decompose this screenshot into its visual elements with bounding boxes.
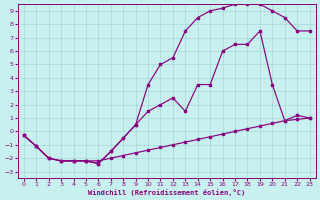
X-axis label: Windchill (Refroidissement éolien,°C): Windchill (Refroidissement éolien,°C) bbox=[88, 189, 245, 196]
